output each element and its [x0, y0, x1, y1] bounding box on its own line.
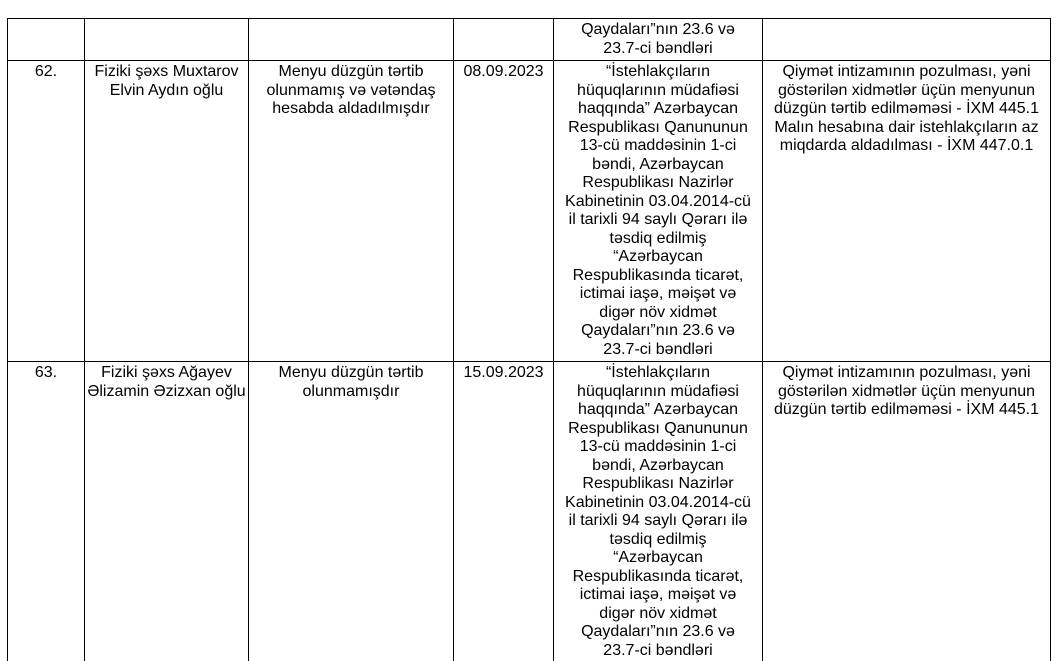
- table-row-partial: Qaydaları”nın 23.6 və 23.7-ci bəndləri: [7, 18, 1051, 61]
- cell-violation: [248, 18, 454, 61]
- cell-person-name: Fiziki şəxs Ağayev Əlizamin Əzizxan oğlu: [84, 361, 249, 661]
- cell-row-number: 62.: [7, 60, 85, 362]
- cell-row-number: [7, 18, 85, 61]
- table-row-63: 63. Fiziki şəxs Ağayev Əlizamin Əzizxan …: [7, 361, 1051, 661]
- penalty-line: Qiymət intizamının pozulması, yəni göstə…: [773, 364, 1039, 418]
- cell-violation: Menyu düzgün tərtib olunmamış və vətənda…: [248, 60, 454, 362]
- inspection-table: Qaydaları”nın 23.6 və 23.7-ci bəndləri 6…: [7, 18, 1051, 661]
- cell-penalty: Qiymət intizamının pozulması, yəni göstə…: [762, 361, 1051, 661]
- cell-legal-basis: “İstehlakçıların hüquqlarının müdafiəsi …: [553, 361, 763, 661]
- cell-person-name: [84, 18, 249, 61]
- cell-violation: Menyu düzgün tərtib olunmamışdır: [248, 361, 454, 661]
- penalty-line: Qiymət intizamının pozulması, yəni göstə…: [773, 63, 1039, 117]
- cell-inspection-date: [453, 18, 554, 61]
- cell-row-number: 63.: [7, 361, 85, 661]
- table-row-62: 62. Fiziki şəxs Muxtarov Elvin Aydın oğl…: [7, 60, 1051, 362]
- cell-penalty: [762, 18, 1051, 61]
- cell-penalty: Qiymət intizamının pozulması, yəni göstə…: [762, 60, 1051, 362]
- cell-person-name: Fiziki şəxs Muxtarov Elvin Aydın oğlu: [84, 60, 249, 362]
- penalty-line: Malın hesabına dair istehlakçıların az m…: [774, 118, 1039, 155]
- cell-inspection-date: 15.09.2023: [453, 361, 554, 661]
- cell-legal-basis: “İstehlakçıların hüquqlarının müdafiəsi …: [553, 60, 763, 362]
- cell-legal-basis: Qaydaları”nın 23.6 və 23.7-ci bəndləri: [553, 18, 763, 61]
- cell-inspection-date: 08.09.2023: [453, 60, 554, 362]
